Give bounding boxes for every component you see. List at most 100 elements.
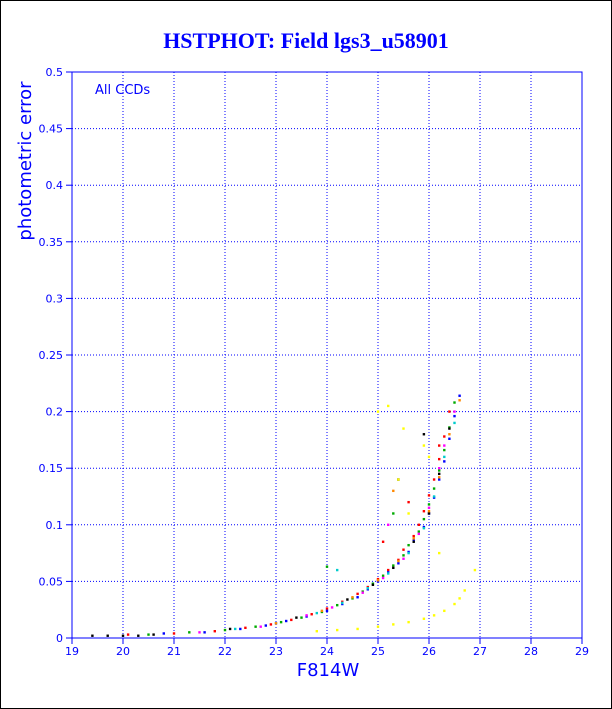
all-ccds-annotation: All CCDs: [95, 83, 150, 98]
data-point: [223, 628, 227, 632]
data-point: [147, 633, 150, 636]
data-point: [427, 512, 431, 515]
data-point: [427, 494, 431, 497]
data-point: [422, 510, 426, 513]
data-point: [387, 572, 390, 575]
data-point: [417, 530, 420, 533]
data-point: [172, 632, 176, 635]
data-point: [432, 487, 436, 490]
data-point: [336, 628, 339, 632]
data-point: [162, 632, 165, 635]
data-point: [402, 548, 405, 551]
data-point: [126, 633, 130, 636]
data-point: [438, 551, 441, 555]
data-point: [412, 534, 415, 538]
data-point: [458, 597, 461, 600]
data-point: [381, 574, 385, 577]
data-point: [432, 495, 436, 498]
data-point: [448, 437, 451, 440]
data-point: [443, 435, 446, 438]
data-point: [422, 617, 426, 620]
data-point: [376, 410, 380, 413]
y-tick-label: 0.5: [46, 66, 64, 79]
data-point: [106, 634, 109, 637]
data-point: [366, 586, 369, 590]
data-point: [438, 476, 441, 479]
data-point: [443, 609, 446, 613]
data-point: [392, 512, 395, 515]
data-point: [438, 469, 441, 472]
data-point: [239, 627, 242, 631]
data-point: [392, 564, 395, 567]
data-point: [356, 596, 359, 599]
data-point: [422, 433, 426, 436]
data-point: [412, 537, 415, 540]
data-point: [376, 579, 380, 582]
data-point: [463, 589, 466, 592]
data-point: [198, 631, 201, 634]
data-point: [295, 616, 298, 619]
x-tick-label: 23: [269, 645, 283, 658]
x-tick-labels: 19 20 21 22 23 24 25 26 27 28 29: [65, 638, 589, 658]
data-point: [407, 512, 410, 515]
x-tick-label: 19: [65, 645, 79, 658]
data-point: [305, 614, 308, 617]
grid-lines: [71, 71, 583, 639]
data-point: [259, 625, 262, 628]
data-point: [152, 633, 155, 636]
data-point: [443, 448, 446, 452]
data-point: [443, 460, 446, 463]
data-point: [458, 399, 461, 402]
data-point: [213, 630, 216, 633]
x-axis-label: F814W: [297, 660, 360, 681]
x-tick-label: 22: [218, 645, 232, 658]
data-point: [315, 630, 318, 633]
data-point: [346, 598, 349, 601]
data-point: [188, 631, 191, 634]
x-tick-label: 29: [575, 645, 589, 658]
data-point: [285, 619, 288, 623]
data-point: [254, 625, 257, 628]
data-point: [427, 455, 431, 459]
data-point: [310, 613, 313, 616]
data-point: [438, 478, 441, 481]
data-point: [228, 627, 232, 631]
data-point: [407, 620, 410, 624]
data-point: [458, 394, 461, 397]
data-point: [448, 433, 451, 436]
y-tick-label: 0.45: [39, 123, 64, 136]
data-point: [427, 506, 431, 510]
data-point: [453, 414, 456, 418]
data-point: [402, 557, 405, 560]
data-point: [330, 606, 334, 609]
data-point: [407, 543, 410, 547]
data-point: [387, 568, 390, 572]
y-tick-label: 0.1: [46, 519, 64, 532]
data-point: [392, 489, 395, 493]
data-point: [300, 616, 303, 619]
x-tick-label: 24: [320, 645, 334, 658]
y-tick-label: 0.15: [39, 462, 64, 475]
data-point: [453, 602, 456, 606]
data-point: [397, 559, 400, 563]
data-point: [356, 627, 359, 631]
x-tick-label: 27: [473, 645, 487, 658]
x-tick-label: 20: [116, 645, 130, 658]
data-point: [397, 562, 400, 565]
data-point: [427, 510, 431, 513]
data-point: [407, 500, 410, 504]
data-point: [448, 427, 451, 430]
data-point: [448, 410, 451, 413]
y-tick-label: 0.05: [39, 575, 64, 588]
data-point: [417, 532, 420, 536]
data-point: [234, 627, 237, 631]
y-tick-labels: 0 0.05 0.1 0.15 0.2 0.25 0.3 0.35 0.4 0.45 0.5: [39, 66, 72, 645]
data-point: [443, 455, 446, 459]
x-tick-label: 28: [524, 645, 538, 658]
data-point: [336, 603, 339, 607]
data-point: [438, 472, 441, 476]
data-point: [325, 607, 329, 610]
data-point: [121, 634, 125, 637]
data-point: [402, 554, 405, 557]
